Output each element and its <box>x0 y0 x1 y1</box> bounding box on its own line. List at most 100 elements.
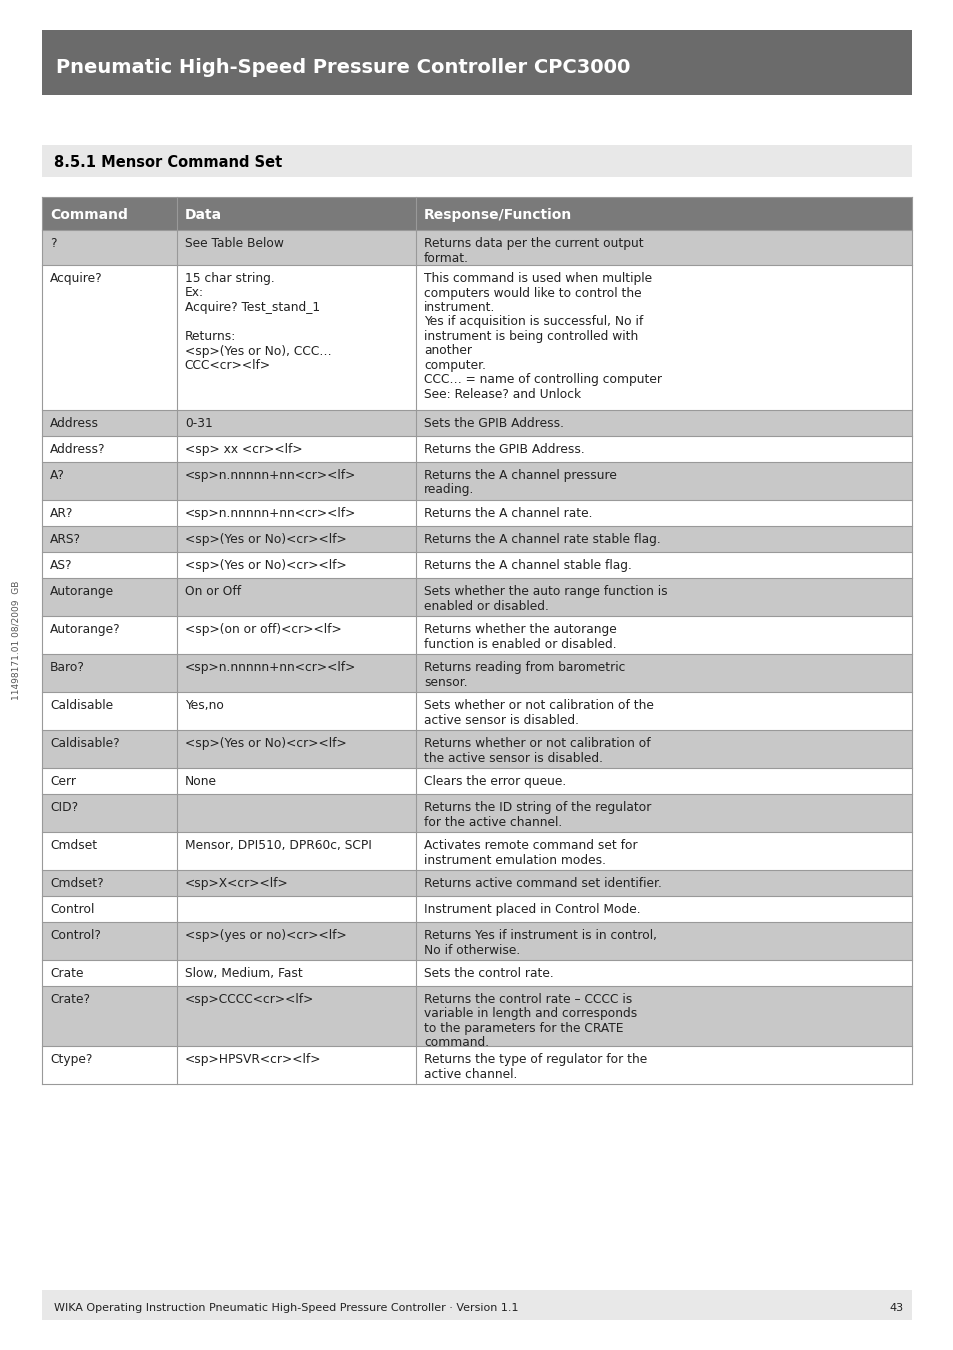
Text: CCC… = name of controlling computer: CCC… = name of controlling computer <box>424 374 661 386</box>
Bar <box>42 616 911 653</box>
Text: Control?: Control? <box>50 929 101 942</box>
Text: Returns the ID string of the regulator: Returns the ID string of the regulator <box>424 801 651 814</box>
Text: Slow, Medium, Fast: Slow, Medium, Fast <box>185 967 302 980</box>
Text: 11498171.01 08/2009  GB: 11498171.01 08/2009 GB <box>11 580 20 701</box>
Text: active sensor is disabled.: active sensor is disabled. <box>424 714 578 726</box>
Text: 0-31: 0-31 <box>185 417 213 431</box>
Bar <box>42 265 911 410</box>
Text: sensor.: sensor. <box>424 675 467 688</box>
Text: 43: 43 <box>889 1303 903 1314</box>
Bar <box>42 896 911 922</box>
Text: None: None <box>185 775 216 788</box>
Text: Autorange?: Autorange? <box>50 622 120 636</box>
Bar <box>42 922 911 960</box>
Text: Returns the type of regulator for the: Returns the type of regulator for the <box>424 1053 647 1066</box>
Text: reading.: reading. <box>424 483 474 497</box>
Bar <box>42 730 911 768</box>
Text: another: another <box>424 344 472 358</box>
Bar <box>42 500 911 526</box>
Text: Address?: Address? <box>50 443 106 456</box>
Bar <box>42 794 911 832</box>
Text: 8.5.1 Mensor Command Set: 8.5.1 Mensor Command Set <box>54 155 282 170</box>
Text: Returns whether or not calibration of: Returns whether or not calibration of <box>424 737 650 751</box>
Text: Instrument placed in Control Mode.: Instrument placed in Control Mode. <box>424 903 640 917</box>
Text: instrument is being controlled with: instrument is being controlled with <box>424 329 638 343</box>
Bar <box>42 197 911 230</box>
Text: Acquire?: Acquire? <box>50 271 103 285</box>
Bar <box>42 436 911 462</box>
Text: <sp>(yes or no)<cr><lf>: <sp>(yes or no)<cr><lf> <box>185 929 346 942</box>
Bar <box>42 1291 911 1320</box>
Bar <box>42 462 911 500</box>
Text: <sp>(Yes or No)<cr><lf>: <sp>(Yes or No)<cr><lf> <box>185 533 346 545</box>
Text: Cerr: Cerr <box>50 775 76 788</box>
Text: WIKA Operating Instruction Pneumatic High-Speed Pressure Controller · Version 1.: WIKA Operating Instruction Pneumatic Hig… <box>54 1303 518 1314</box>
Text: Clears the error queue.: Clears the error queue. <box>424 775 566 788</box>
Text: Pneumatic High-Speed Pressure Controller CPC3000: Pneumatic High-Speed Pressure Controller… <box>56 58 630 77</box>
Text: CID?: CID? <box>50 801 78 814</box>
Text: CCC<cr><lf>: CCC<cr><lf> <box>185 359 271 373</box>
Text: <sp>n.nnnnn+nn<cr><lf>: <sp>n.nnnnn+nn<cr><lf> <box>185 508 355 520</box>
Text: Caldisable: Caldisable <box>50 699 113 711</box>
Text: See: Release? and Unlock: See: Release? and Unlock <box>424 387 580 401</box>
Text: Caldisable?: Caldisable? <box>50 737 119 751</box>
Text: Returns the control rate – CCCC is: Returns the control rate – CCCC is <box>424 994 632 1006</box>
Text: format.: format. <box>424 251 469 265</box>
Text: Cmdset: Cmdset <box>50 838 97 852</box>
Text: A?: A? <box>50 468 65 482</box>
Text: <sp>(on or off)<cr><lf>: <sp>(on or off)<cr><lf> <box>185 622 341 636</box>
Text: Sets whether the auto range function is: Sets whether the auto range function is <box>424 585 667 598</box>
Bar <box>42 230 911 265</box>
Bar <box>42 410 911 436</box>
Text: Returns active command set identifier.: Returns active command set identifier. <box>424 878 661 890</box>
Text: Yes if acquisition is successful, No if: Yes if acquisition is successful, No if <box>424 316 642 328</box>
Text: instrument emulation modes.: instrument emulation modes. <box>424 853 605 867</box>
Bar <box>42 693 911 730</box>
Text: computer.: computer. <box>424 359 486 373</box>
Text: Address: Address <box>50 417 99 431</box>
Text: variable in length and corresponds: variable in length and corresponds <box>424 1007 637 1021</box>
Text: <sp> xx <cr><lf>: <sp> xx <cr><lf> <box>185 443 302 456</box>
Text: Returns the A channel rate.: Returns the A channel rate. <box>424 508 592 520</box>
Text: Returns Yes if instrument is in control,: Returns Yes if instrument is in control, <box>424 929 657 942</box>
Bar <box>42 526 911 552</box>
Text: to the parameters for the CRATE: to the parameters for the CRATE <box>424 1022 623 1035</box>
Text: Acquire? Test_stand_1: Acquire? Test_stand_1 <box>185 301 319 315</box>
Text: function is enabled or disabled.: function is enabled or disabled. <box>424 637 616 651</box>
Text: Activates remote command set for: Activates remote command set for <box>424 838 637 852</box>
Text: Returns whether the autorange: Returns whether the autorange <box>424 622 617 636</box>
Text: Command: Command <box>50 208 128 221</box>
Text: <sp>n.nnnnn+nn<cr><lf>: <sp>n.nnnnn+nn<cr><lf> <box>185 468 355 482</box>
Text: Response/Function: Response/Function <box>424 208 572 221</box>
Text: Control: Control <box>50 903 94 917</box>
Text: Returns data per the current output: Returns data per the current output <box>424 238 643 250</box>
Text: Ctype?: Ctype? <box>50 1053 92 1066</box>
Bar <box>42 144 911 177</box>
Bar <box>42 30 911 95</box>
Text: Autorange: Autorange <box>50 585 114 598</box>
Text: Yes,no: Yes,no <box>185 699 224 711</box>
Text: Ex:: Ex: <box>185 286 204 300</box>
Text: <sp>HPSVR<cr><lf>: <sp>HPSVR<cr><lf> <box>185 1053 321 1066</box>
Text: <sp>(Yes or No)<cr><lf>: <sp>(Yes or No)<cr><lf> <box>185 737 346 751</box>
Bar <box>42 552 911 578</box>
Bar <box>42 768 911 794</box>
Bar <box>42 960 911 985</box>
Text: ARS?: ARS? <box>50 533 81 545</box>
Text: <sp>n.nnnnn+nn<cr><lf>: <sp>n.nnnnn+nn<cr><lf> <box>185 662 355 674</box>
Text: instrument.: instrument. <box>424 301 495 315</box>
Text: No if otherwise.: No if otherwise. <box>424 944 519 957</box>
Text: This command is used when multiple: This command is used when multiple <box>424 271 652 285</box>
Text: AR?: AR? <box>50 508 73 520</box>
Text: Sets whether or not calibration of the: Sets whether or not calibration of the <box>424 699 654 711</box>
Text: <sp>(Yes or No), CCC…: <sp>(Yes or No), CCC… <box>185 344 331 358</box>
Bar <box>42 578 911 616</box>
Bar <box>42 986 911 1046</box>
Bar <box>42 1046 911 1084</box>
Bar <box>42 832 911 869</box>
Text: Sets the control rate.: Sets the control rate. <box>424 967 554 980</box>
Text: See Table Below: See Table Below <box>185 238 283 250</box>
Text: Cmdset?: Cmdset? <box>50 878 104 890</box>
Text: <sp>CCCC<cr><lf>: <sp>CCCC<cr><lf> <box>185 994 314 1006</box>
Text: for the active channel.: for the active channel. <box>424 815 561 829</box>
